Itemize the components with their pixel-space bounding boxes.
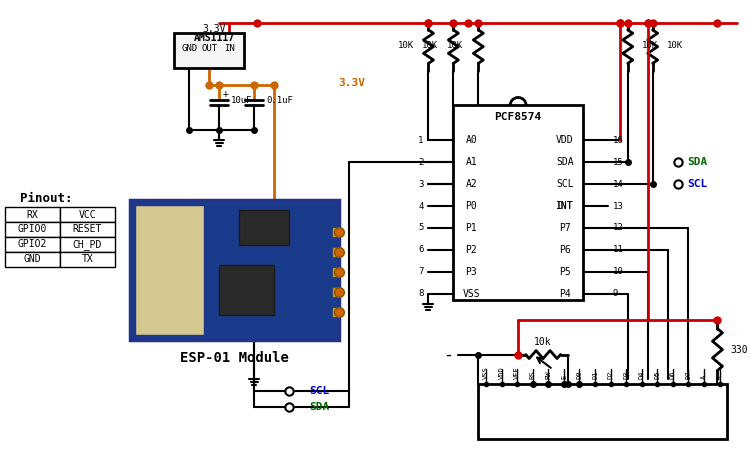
Text: 12: 12 [613,224,623,233]
Text: SCL: SCL [556,179,574,189]
Text: P2: P2 [466,245,477,255]
Text: CH_PD: CH_PD [73,239,102,250]
Text: AMS1117: AMS1117 [194,33,235,43]
Text: GND: GND [182,44,197,53]
Text: +: + [222,90,228,99]
Text: 3.3V: 3.3V [202,24,226,34]
Text: 3.3V: 3.3V [339,77,366,87]
Text: GPIO2: GPIO2 [18,239,47,249]
Text: K: K [717,375,723,379]
Text: RX: RX [26,210,38,220]
Text: Pinout:: Pinout: [20,192,73,205]
Text: 14: 14 [613,180,623,189]
Bar [60,237,115,252]
Bar [134,205,204,335]
Text: 2: 2 [418,158,424,166]
Text: A: A [701,375,707,379]
Text: -: - [443,346,454,364]
Text: SDA: SDA [688,157,708,167]
Text: PCF8574: PCF8574 [494,112,542,122]
Text: VCC: VCC [79,210,96,220]
Bar [130,200,339,340]
Text: 15: 15 [613,158,623,166]
Text: 16: 16 [613,136,623,145]
Text: P6: P6 [559,245,571,255]
Bar [454,105,583,300]
Text: P0: P0 [466,201,477,211]
Text: ESP-01 Module: ESP-01 Module [180,351,289,364]
Text: RESET: RESET [73,225,102,234]
Text: D7: D7 [686,371,692,379]
Text: P7: P7 [559,223,571,233]
Text: 3: 3 [418,180,424,189]
Text: VDD: VDD [499,367,505,379]
Bar [5,252,60,267]
Text: D2: D2 [608,371,613,379]
Text: 4: 4 [418,202,424,211]
Bar [478,384,728,439]
Text: 5: 5 [418,224,424,233]
Text: 8: 8 [418,289,424,298]
Text: D3: D3 [623,371,629,379]
Text: 11: 11 [613,245,623,254]
Text: VSS: VSS [483,367,489,379]
Text: 7: 7 [418,267,424,276]
Text: VEE: VEE [514,367,520,379]
Text: D4: D4 [639,371,645,379]
Bar [5,222,60,237]
Text: 10K: 10K [422,41,439,50]
Text: VSS: VSS [463,289,480,299]
Text: GND: GND [23,254,41,265]
Text: P5: P5 [559,267,571,277]
Bar [175,33,244,68]
Bar [5,207,60,222]
Text: 6: 6 [418,245,424,254]
Bar [5,237,60,252]
Text: 10K: 10K [447,41,464,50]
Text: P1: P1 [466,223,477,233]
Text: SCL: SCL [688,179,708,189]
Text: P3: P3 [466,267,477,277]
Text: E: E [561,375,567,379]
Text: 10K: 10K [398,41,413,50]
Text: D0: D0 [577,371,583,379]
Text: IN: IN [224,44,235,53]
Text: GPIO0: GPIO0 [18,225,47,234]
Text: 10uF: 10uF [231,96,253,105]
Text: 1: 1 [418,136,424,145]
Text: INT: INT [556,201,574,211]
Text: TX: TX [81,254,93,265]
Text: 10K: 10K [642,41,658,50]
Text: A1: A1 [466,157,477,167]
Text: 0.1uF: 0.1uF [266,96,293,105]
Bar [239,210,289,245]
Text: D1: D1 [592,371,598,379]
Text: OUT: OUT [201,44,217,53]
Text: 10K: 10K [667,41,682,50]
Text: 330: 330 [730,345,748,355]
Text: A0: A0 [466,135,477,145]
Text: RS: RS [530,371,536,379]
Bar [60,222,115,237]
Text: D5: D5 [654,371,660,379]
Text: A2: A2 [466,179,477,189]
Bar [60,207,115,222]
Text: 9: 9 [613,289,618,298]
Bar [60,252,115,267]
Text: SCL: SCL [309,387,329,396]
Text: 10: 10 [613,267,623,276]
Text: INT: INT [556,201,574,211]
Text: SDA: SDA [309,402,329,412]
Text: 10k: 10k [534,337,552,347]
Text: RW: RW [545,371,551,379]
Text: P4: P4 [559,289,571,299]
Text: D6: D6 [670,371,676,379]
Text: SDA: SDA [556,157,574,167]
Text: VDD: VDD [556,135,574,145]
Text: 13: 13 [613,202,623,211]
Bar [219,265,274,315]
